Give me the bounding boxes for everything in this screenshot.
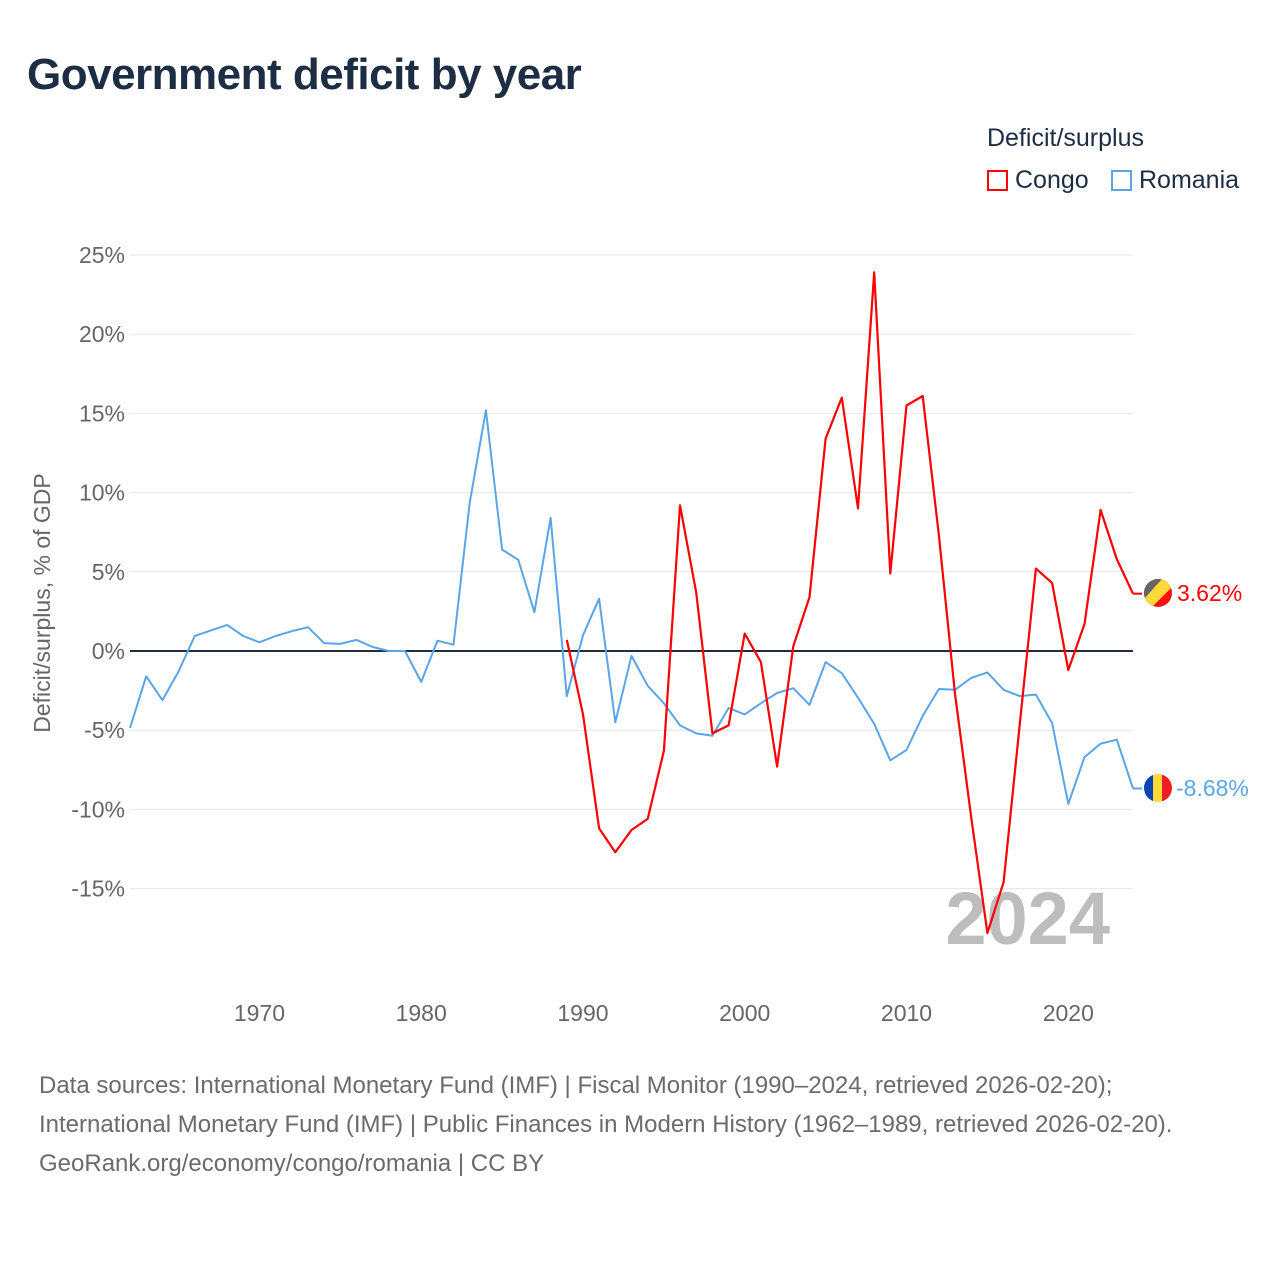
- y-tick-label: -10%: [71, 796, 125, 822]
- legend-item-romania[interactable]: Romania: [1111, 166, 1239, 195]
- legend-item-congo[interactable]: Congo: [987, 166, 1089, 195]
- y-tick-label: 0%: [92, 638, 125, 664]
- legend-label-romania: Romania: [1139, 166, 1240, 194]
- data-sources: Data sources: International Monetary Fun…: [39, 1072, 1173, 1138]
- y-axis-label: Deficit/surplus, % of GDP: [29, 473, 55, 732]
- series-line-romania[interactable]: [129, 409, 1134, 805]
- x-tick-label: 1970: [234, 1000, 285, 1026]
- x-tick-label: 2020: [1043, 1000, 1094, 1026]
- legend-swatch-congo: [987, 170, 1008, 191]
- end-label-romania: -8.68%: [1176, 775, 1249, 801]
- line-chart: -15% -10% -5% 0% 5% 10% 15% 20% 25% 1970 1980 1990 2…: [29, 242, 1249, 1026]
- chart-title: Government deficit by year: [27, 50, 582, 99]
- y-tick-label: 5%: [92, 559, 125, 585]
- year-watermark: 2024: [945, 877, 1110, 960]
- y-tick-label: 15%: [79, 400, 125, 426]
- y-tick-label: 10%: [79, 480, 125, 506]
- x-tick-label: 2010: [881, 1000, 932, 1026]
- legend-swatch-romania: [1111, 170, 1132, 191]
- end-label-congo: 3.62%: [1177, 580, 1242, 606]
- y-tick-label: -15%: [71, 876, 125, 902]
- y-tick-label: 20%: [79, 321, 125, 347]
- series-line-congo[interactable]: [565, 271, 1134, 935]
- legend-label-congo: Congo: [1015, 166, 1089, 194]
- credit-link[interactable]: GeoRank.org/economy/congo/romania | CC B…: [39, 1150, 545, 1177]
- x-tick-label: 2000: [719, 1000, 770, 1026]
- y-tick-label: -5%: [84, 717, 125, 743]
- romania-flag-icon: [1144, 774, 1172, 802]
- x-tick-label: 1980: [396, 1000, 447, 1026]
- y-tick-label: 25%: [79, 242, 125, 268]
- congo-flag-icon: [1144, 579, 1172, 607]
- footer: Data sources: International Monetary Fun…: [39, 1066, 1239, 1183]
- legend-title: Deficit/surplus: [987, 124, 1144, 152]
- x-tick-label: 1990: [557, 1000, 608, 1026]
